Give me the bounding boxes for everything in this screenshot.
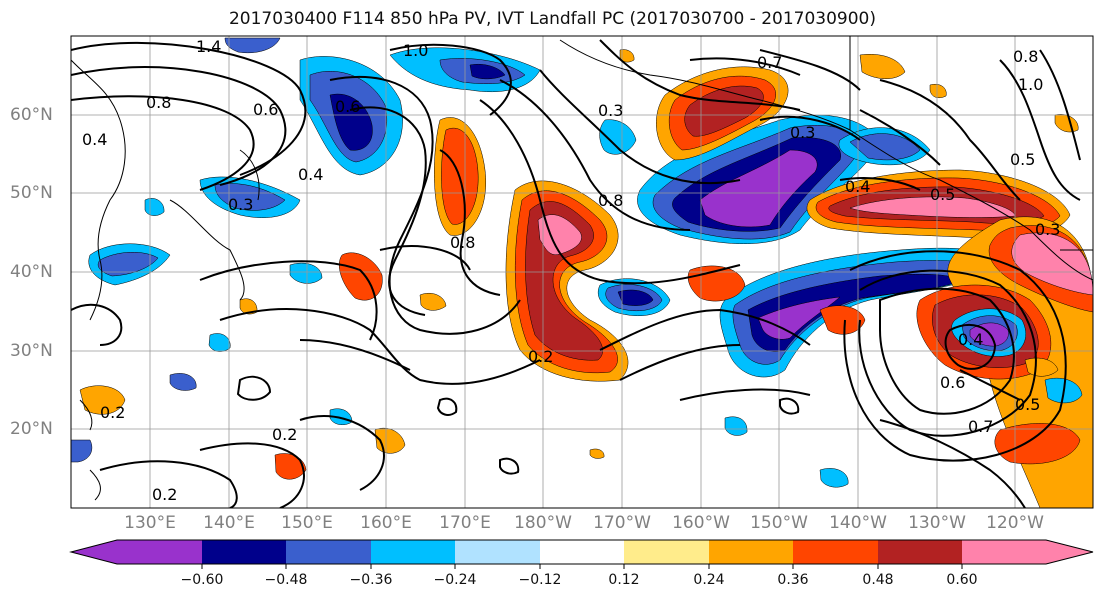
lat-label: 20°N bbox=[10, 419, 53, 439]
contour-label: 0.4 bbox=[298, 165, 323, 184]
lat-label: 40°N bbox=[10, 262, 53, 282]
colorbar-tick-label: −0.48 bbox=[264, 572, 308, 588]
colorbar-tick-label: −0.24 bbox=[433, 572, 477, 588]
contour-label: 0.7 bbox=[968, 417, 993, 436]
lon-label: 160°E bbox=[360, 513, 412, 533]
lat-label: 50°N bbox=[10, 183, 53, 203]
lon-label: 170°E bbox=[439, 513, 491, 533]
contour-label: 0.6 bbox=[253, 100, 278, 119]
lon-label: 150°W bbox=[750, 513, 808, 533]
contour-label: 0.8 bbox=[450, 233, 475, 252]
contour-label: 0.4 bbox=[958, 330, 983, 349]
lon-label: 130°W bbox=[908, 513, 966, 533]
colorbar-tick-label: −0.36 bbox=[349, 572, 393, 588]
contour-label: 0.5 bbox=[1015, 395, 1040, 414]
contour-lines bbox=[71, 39, 1081, 508]
contour-label: 0.8 bbox=[598, 191, 623, 210]
lon-label: 130°E bbox=[124, 513, 176, 533]
lon-label: 170°W bbox=[593, 513, 651, 533]
lon-label: 160°W bbox=[672, 513, 730, 533]
contour-label: 0.7 bbox=[757, 53, 782, 72]
colorbar-tick-label: 0.12 bbox=[608, 572, 640, 588]
contour-label: 0.2 bbox=[272, 425, 297, 444]
contour-label: 0.6 bbox=[335, 97, 360, 116]
lon-label: 180°W bbox=[514, 513, 572, 533]
contour-label: 0.3 bbox=[790, 123, 815, 142]
contour-label: 0.2 bbox=[152, 485, 177, 504]
contour-label: 1.0 bbox=[1018, 75, 1043, 94]
contour-labels: 1.4 1.0 0.7 0.8 1.0 0.8 0.6 0.6 0.4 0.3 … bbox=[82, 37, 1060, 504]
colorbar-tick-label: −0.12 bbox=[518, 572, 562, 588]
contour-label: 0.2 bbox=[528, 347, 553, 366]
contour-label: 0.3 bbox=[1035, 220, 1060, 239]
colorbar-tick-label: 0.48 bbox=[862, 572, 894, 588]
contour-label: 0.4 bbox=[845, 177, 870, 196]
colorbar-tick-label: −0.60 bbox=[180, 572, 224, 588]
map-frame bbox=[70, 35, 1094, 509]
filled-anomalies bbox=[71, 37, 1093, 508]
lat-label: 30°N bbox=[10, 341, 53, 361]
contour-label: 0.5 bbox=[930, 185, 955, 204]
contour-label: 0.5 bbox=[1010, 150, 1035, 169]
lon-label: 150°E bbox=[281, 513, 333, 533]
contour-label: 0.8 bbox=[146, 93, 171, 112]
lon-label: 120°W bbox=[986, 513, 1044, 533]
contour-label: 0.2 bbox=[100, 403, 125, 422]
colorbar-tick-label: 0.24 bbox=[693, 572, 725, 588]
contour-label: 0.8 bbox=[1013, 47, 1038, 66]
map-title: 2017030400 F114 850 hPa PV, IVT Landfall… bbox=[228, 9, 876, 29]
lat-label: 60°N bbox=[10, 105, 53, 125]
gridlines bbox=[71, 36, 1093, 508]
coastlines bbox=[71, 36, 1093, 501]
contour-label: 0.3 bbox=[228, 195, 253, 214]
lon-label: 140°W bbox=[829, 513, 887, 533]
contour-label: 1.0 bbox=[403, 41, 428, 60]
colorbar-tick-label: 0.60 bbox=[946, 572, 978, 588]
contour-label: 1.4 bbox=[196, 37, 221, 56]
contour-label: 0.4 bbox=[82, 130, 107, 149]
colorbar-tick-label: 0.36 bbox=[777, 572, 809, 588]
contour-label: 0.3 bbox=[598, 101, 623, 120]
contour-label: 0.6 bbox=[940, 373, 965, 392]
lon-label: 140°E bbox=[203, 513, 255, 533]
